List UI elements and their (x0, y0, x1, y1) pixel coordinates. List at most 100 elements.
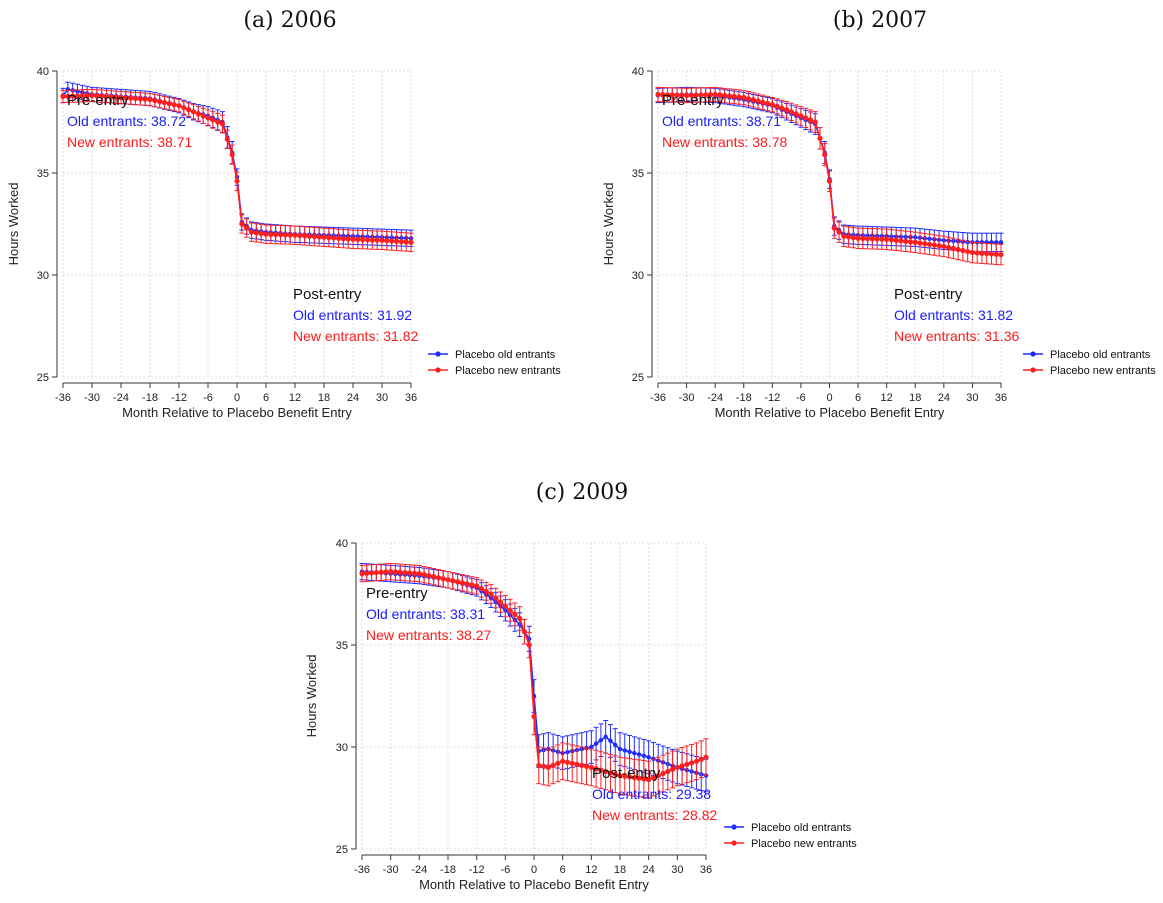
data-point (689, 760, 695, 766)
data-point (898, 238, 904, 244)
data-point (703, 92, 709, 98)
data-point (521, 629, 528, 635)
x-tick-label: 6 (560, 864, 566, 876)
data-point (512, 611, 518, 617)
data-point (118, 94, 124, 101)
legend: Placebo old entrants Placebo new entrants (428, 349, 561, 377)
data-point (297, 232, 303, 239)
post-entry-title: Post-entry (592, 765, 661, 782)
x-tick-label: -18 (736, 392, 752, 404)
data-point (181, 105, 187, 111)
legend-label: Placebo old entrants (1050, 349, 1151, 361)
data-point (536, 762, 542, 768)
data-point (764, 100, 771, 107)
data-point (988, 251, 995, 257)
post-entry-title: Post-entry (894, 286, 963, 303)
x-tick-label: -36 (55, 392, 71, 404)
data-point (632, 750, 637, 756)
data-point (617, 772, 623, 779)
data-point (311, 233, 317, 240)
data-point (248, 229, 255, 235)
post-entry-new: New entrants: 28.82 (592, 807, 718, 823)
chart-2007: 25 30 35 40 -36 -30 -24 -18 -12 -6 0 6 12 18 24 30 36 Mon… (601, 66, 1156, 420)
data-point (402, 569, 408, 576)
data-point (860, 235, 866, 242)
data-point (874, 236, 880, 242)
data-point (955, 246, 961, 253)
data-point (326, 235, 332, 241)
data-point (282, 232, 288, 238)
data-point (784, 107, 790, 113)
data-point (703, 754, 709, 760)
gridlines (657, 70, 1002, 378)
data-point (268, 231, 274, 237)
data-point (132, 95, 139, 102)
data-point (693, 758, 700, 764)
data-point (190, 109, 197, 115)
data-point (531, 713, 537, 719)
data-point (195, 111, 201, 117)
data-point (526, 642, 532, 648)
data-point (408, 239, 414, 245)
data-point (426, 573, 432, 579)
pre-entry-new: New entrants: 38.71 (67, 134, 193, 150)
data-point (850, 235, 856, 241)
data-point (622, 748, 627, 753)
data-point (945, 244, 952, 251)
data-point (998, 240, 1004, 245)
data-point (994, 240, 999, 245)
data-point (550, 762, 556, 768)
legend-swatch-marker (731, 824, 737, 830)
data-point (416, 571, 422, 577)
y-tick-label: 35 (37, 168, 49, 180)
data-point (660, 770, 666, 777)
data-point (292, 232, 298, 238)
data-point (779, 105, 785, 111)
data-point (555, 760, 561, 766)
data-point (359, 571, 365, 577)
data-point (215, 119, 221, 125)
data-point (393, 238, 400, 244)
x-tick-label: 18 (909, 392, 921, 404)
data-point (137, 96, 143, 102)
data-point (210, 117, 216, 123)
pre-entry-title: Pre-entry (67, 92, 129, 109)
data-point (459, 580, 465, 586)
pre-entry-new: New entrants: 38.78 (662, 134, 788, 150)
data-point (969, 249, 976, 256)
data-point (588, 764, 594, 770)
legend-swatch-marker (435, 367, 441, 373)
data-point (683, 92, 690, 99)
y-tick-label: 35 (632, 168, 644, 180)
data-point (745, 96, 752, 102)
data-point (205, 115, 211, 121)
data-point (627, 749, 632, 754)
data-point (693, 92, 699, 98)
data-point (389, 238, 395, 244)
x-tick-label: 36 (995, 392, 1007, 404)
data-point (493, 595, 499, 601)
data-point (888, 237, 895, 243)
y-tick-label: 40 (632, 66, 644, 78)
x-tick-label: -12 (764, 392, 780, 404)
data-point (598, 738, 604, 743)
data-point (831, 225, 837, 231)
legend: Placebo old entrants Placebo new entrants (724, 822, 857, 850)
x-tick-label: 12 (289, 392, 301, 404)
x-tick-label: -30 (679, 392, 695, 404)
data-point (664, 92, 671, 98)
data-point (435, 575, 442, 581)
data-point (379, 237, 385, 243)
y-tick-label: 25 (632, 372, 644, 384)
data-point (497, 599, 504, 605)
data-point (684, 761, 690, 767)
data-point (674, 92, 680, 98)
legend-label: Placebo old entrants (751, 822, 852, 834)
x-tick-label: -30 (383, 864, 399, 876)
data-point (626, 774, 633, 780)
legend: Placebo old entrants Placebo new entrants (1023, 349, 1156, 377)
x-tick-label: 0 (826, 392, 832, 404)
x-tick-label: 18 (318, 392, 330, 404)
data-point (74, 93, 81, 99)
data-point (219, 121, 226, 127)
